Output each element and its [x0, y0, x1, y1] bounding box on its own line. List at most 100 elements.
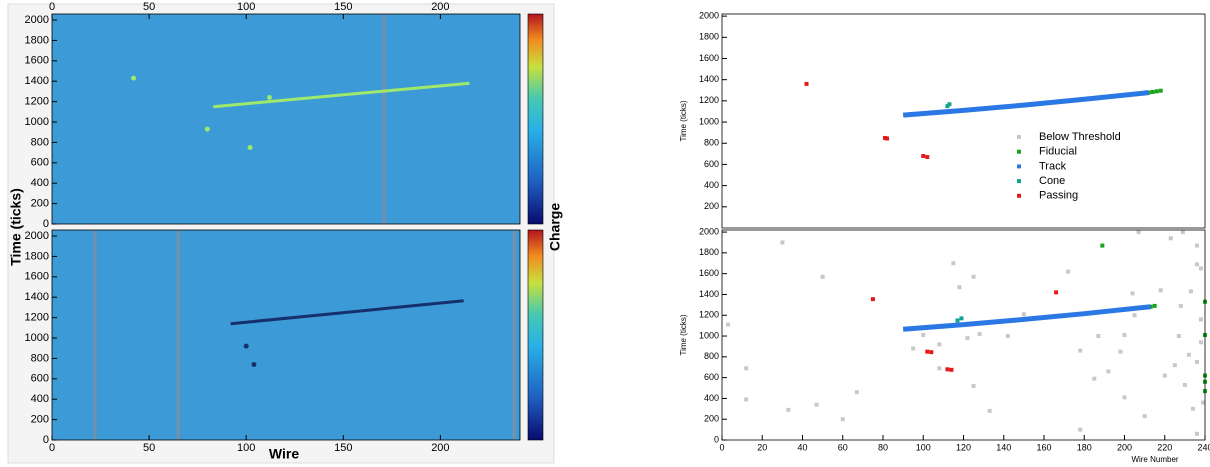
y-tick-label: 1800 — [699, 247, 719, 257]
point — [1106, 369, 1111, 374]
track — [213, 81, 470, 109]
point — [1194, 243, 1199, 248]
point — [885, 136, 890, 141]
heatmap-background — [52, 230, 520, 440]
y-tick-label: 400 — [704, 393, 719, 403]
point — [921, 333, 926, 337]
y-tick-label: 1400 — [25, 291, 49, 303]
x-tick-label: 80 — [878, 442, 888, 452]
y-tick-label: 1400 — [699, 289, 719, 299]
y-tick-label: 1600 — [25, 271, 49, 283]
y-tick-label: 1200 — [699, 95, 719, 105]
point — [1162, 373, 1167, 378]
point — [1100, 243, 1105, 248]
x-tick-label: 160 — [1036, 442, 1051, 452]
point — [929, 350, 934, 355]
y-tick-label: 1600 — [699, 268, 719, 278]
legend-marker — [1017, 135, 1021, 139]
point — [911, 346, 916, 351]
point — [1005, 334, 1010, 339]
point — [744, 366, 749, 371]
point — [987, 408, 992, 413]
point — [1200, 400, 1205, 405]
x-tick-label: 0 — [49, 442, 55, 454]
point — [925, 155, 930, 160]
plot-frame — [51, 229, 521, 441]
x-tick-label: 100 — [237, 442, 255, 454]
point — [780, 240, 785, 245]
colorbar — [527, 229, 544, 441]
point — [1198, 266, 1203, 271]
legend-label: Cone — [1039, 175, 1065, 187]
x-tick-label: 240 — [1197, 442, 1210, 452]
x-tick-label: 200 — [1117, 442, 1132, 452]
point — [1066, 269, 1071, 274]
legend-label: Below Threshold — [1039, 131, 1121, 143]
point — [1078, 427, 1083, 432]
dead-wire — [92, 230, 97, 440]
y-tick-label: 1000 — [699, 330, 719, 340]
point — [1190, 406, 1195, 411]
dead-wire — [382, 14, 387, 224]
x-tick-label: 20 — [757, 442, 767, 452]
legend-label: Fiducial — [1039, 146, 1077, 158]
point — [1150, 89, 1155, 94]
point — [1142, 414, 1147, 419]
plot-frame — [721, 13, 1206, 229]
x-tick-label: 50 — [143, 1, 155, 13]
y-tick-label: 1800 — [25, 34, 49, 46]
track-line — [902, 90, 1149, 118]
point — [957, 285, 962, 290]
point — [744, 397, 749, 402]
point — [1182, 382, 1187, 387]
x-tick-label: 140 — [996, 442, 1011, 452]
y-tick-label: 1400 — [25, 75, 49, 87]
x-tick-label: 60 — [838, 442, 848, 452]
x-axis-label: Wire — [269, 446, 299, 462]
x-tick-label: 200 — [431, 1, 449, 13]
y-tick-label: 0 — [714, 434, 719, 444]
y-tick-label: 800 — [31, 352, 49, 364]
y-tick-label: 200 — [704, 414, 719, 424]
y-tick-label: 600 — [31, 373, 49, 385]
spot — [251, 362, 257, 368]
point — [1054, 290, 1059, 295]
dead-wire — [512, 230, 517, 440]
y-tick-label: 1000 — [699, 116, 719, 126]
y-tick-label: 2000 — [25, 14, 49, 26]
track — [230, 299, 464, 326]
plot-frame — [721, 229, 1206, 441]
y-axis-label: Time (ticks) — [8, 188, 24, 266]
point — [1176, 334, 1181, 339]
x-tick-label: 100 — [237, 1, 255, 13]
y-tick-label: 800 — [31, 136, 49, 148]
point — [955, 318, 960, 323]
track-line — [902, 304, 1151, 332]
point — [959, 316, 964, 321]
point — [1152, 303, 1157, 308]
legend-label: Track — [1039, 160, 1067, 172]
point — [977, 331, 982, 336]
y-tick-label: 200 — [31, 198, 49, 210]
y-tick-label: 1200 — [25, 96, 49, 108]
point — [1194, 262, 1199, 267]
point — [870, 297, 875, 302]
point — [1132, 313, 1137, 318]
y-tick-label: 600 — [704, 159, 719, 169]
point — [786, 407, 791, 412]
y-tick-label: 2000 — [699, 226, 719, 236]
heatmap-background — [52, 14, 520, 224]
x-tick-label: 180 — [1077, 442, 1092, 452]
x-tick-label: 50 — [143, 442, 155, 454]
point — [854, 390, 859, 395]
point — [1122, 395, 1127, 400]
x-tick-label: 150 — [334, 442, 352, 454]
y-axis-label: Time (ticks) — [679, 314, 688, 355]
legend-marker — [1017, 149, 1021, 154]
y-tick-label: 1200 — [699, 310, 719, 320]
legend-label: Passing — [1039, 190, 1078, 202]
spot — [131, 75, 137, 81]
point — [1194, 360, 1199, 365]
point — [1186, 352, 1191, 357]
y-tick-label: 1800 — [699, 32, 719, 42]
